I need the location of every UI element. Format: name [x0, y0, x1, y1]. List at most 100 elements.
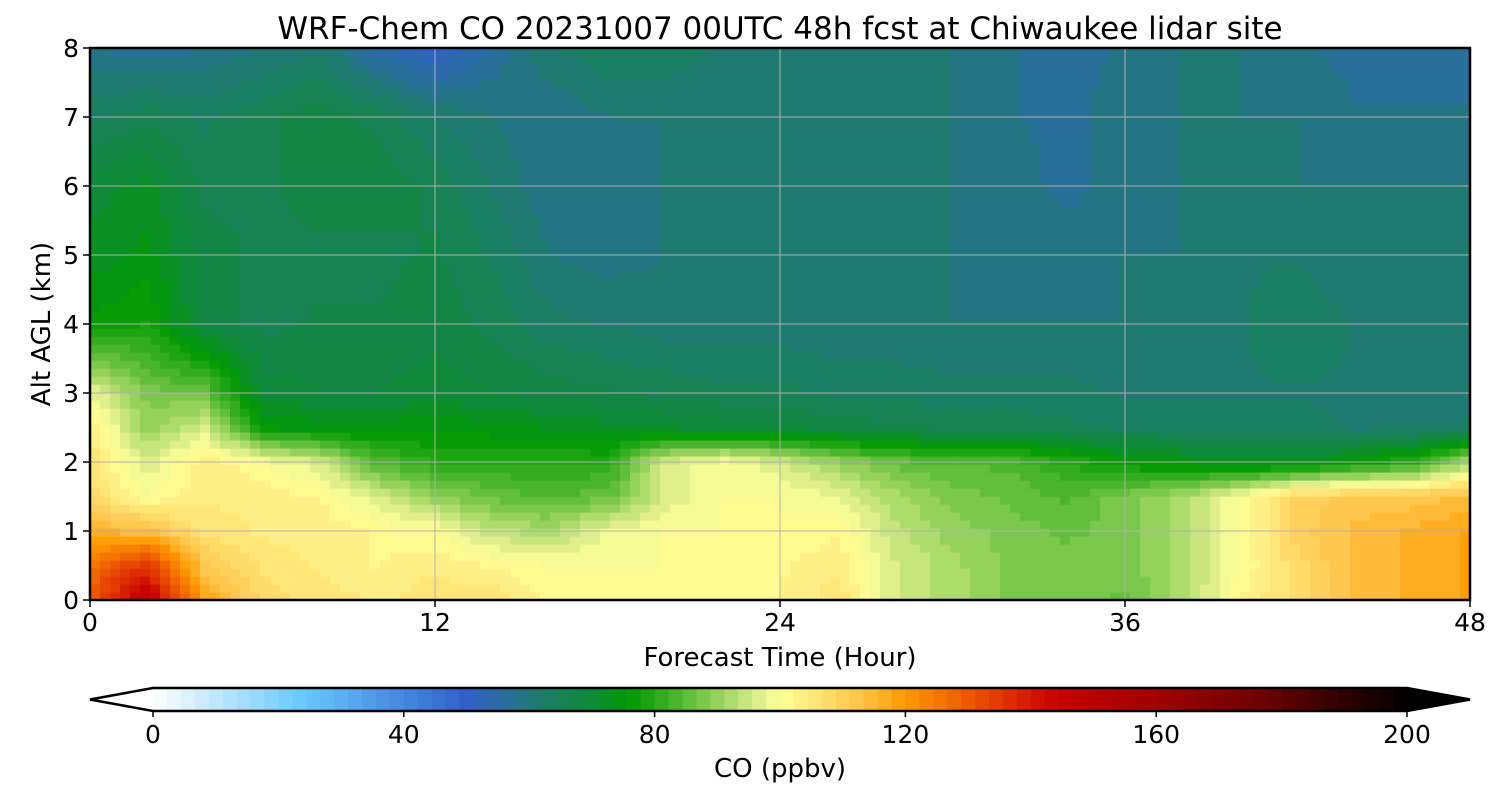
co-cell	[1400, 480, 1411, 489]
co-cell	[740, 376, 751, 385]
co-cell	[990, 464, 1001, 473]
co-cell	[380, 312, 391, 321]
co-cell	[600, 512, 611, 521]
co-cell	[710, 528, 721, 537]
co-cell	[220, 576, 231, 585]
co-cell	[670, 552, 681, 561]
co-cell	[930, 480, 941, 489]
co-cell	[630, 400, 641, 409]
co-cell	[210, 432, 221, 441]
co-cell	[340, 344, 351, 353]
co-cell	[490, 504, 501, 513]
co-cell	[650, 448, 661, 457]
co-cell	[860, 352, 871, 361]
co-cell	[1190, 512, 1201, 521]
co-cell	[220, 344, 231, 353]
co-cell	[420, 576, 431, 585]
co-cell	[1100, 488, 1111, 497]
co-cell	[1090, 568, 1101, 577]
co-cell	[270, 384, 281, 393]
co-cell	[980, 368, 991, 377]
co-cell	[530, 512, 541, 521]
co-cell	[250, 440, 261, 449]
co-cell	[460, 344, 471, 353]
co-cell	[1190, 528, 1201, 537]
co-cell	[770, 376, 781, 385]
co-cell	[1440, 312, 1451, 321]
co-cell	[560, 544, 571, 553]
co-cell	[140, 328, 151, 337]
co-cell	[1100, 536, 1111, 545]
co-cell	[540, 560, 551, 569]
co-cell	[360, 560, 371, 569]
co-cell	[1020, 520, 1031, 529]
co-cell	[1440, 528, 1451, 537]
co-cell	[1100, 368, 1111, 377]
co-cell	[420, 424, 431, 433]
co-cell	[540, 424, 551, 433]
co-cell	[350, 584, 361, 593]
co-cell	[560, 576, 571, 585]
co-cell	[520, 560, 531, 569]
co-cell	[1370, 344, 1381, 353]
co-cell	[1210, 464, 1221, 473]
co-cell	[920, 536, 931, 545]
co-cell	[250, 544, 261, 553]
co-cell	[240, 440, 251, 449]
co-cell	[1230, 568, 1241, 577]
co-cell	[1240, 488, 1251, 497]
co-cell	[640, 344, 651, 353]
co-cell	[680, 528, 691, 537]
co-cell	[740, 512, 751, 521]
co-cell	[460, 424, 471, 433]
co-cell	[260, 456, 271, 465]
co-cell	[700, 560, 711, 569]
co-cell	[760, 440, 771, 449]
co-cell	[1070, 360, 1081, 369]
co-cell	[820, 336, 831, 345]
co-cell	[1140, 360, 1151, 369]
co-cell	[100, 512, 111, 521]
co-cell	[880, 344, 891, 353]
co-cell	[1170, 480, 1181, 489]
co-cell	[260, 576, 271, 585]
co-cell	[1270, 560, 1281, 569]
co-cell	[900, 576, 911, 585]
co-cell	[210, 472, 221, 481]
co-cell	[600, 448, 611, 457]
co-cell	[1080, 592, 1091, 601]
co-cell	[1240, 512, 1251, 521]
co-cell	[1320, 552, 1331, 561]
co-cell	[1380, 408, 1391, 417]
co-cell	[970, 464, 981, 473]
co-cell	[920, 352, 931, 361]
co-cell	[1400, 560, 1411, 569]
co-cell	[960, 368, 971, 377]
co-cell	[1290, 584, 1301, 593]
co-cell	[150, 312, 161, 321]
co-cell	[790, 376, 801, 385]
co-cell	[940, 432, 951, 441]
co-cell	[980, 552, 991, 561]
co-cell	[480, 544, 491, 553]
co-cell	[1460, 448, 1471, 457]
co-cell	[1190, 328, 1201, 337]
co-cell	[1380, 464, 1391, 473]
co-cell	[1320, 432, 1331, 441]
co-cell	[1110, 552, 1121, 561]
co-cell	[1080, 376, 1091, 385]
co-cell	[470, 368, 481, 377]
co-cell	[130, 536, 141, 545]
co-cell	[590, 592, 601, 601]
co-cell	[590, 408, 601, 417]
co-cell	[140, 512, 151, 521]
co-cell	[930, 328, 941, 337]
co-cell	[650, 384, 661, 393]
co-cell	[1380, 560, 1391, 569]
co-cell	[910, 408, 921, 417]
co-cell	[280, 408, 291, 417]
co-cell	[1430, 536, 1441, 545]
co-cell	[540, 440, 551, 449]
co-cell	[230, 504, 241, 513]
co-cell	[170, 312, 181, 321]
